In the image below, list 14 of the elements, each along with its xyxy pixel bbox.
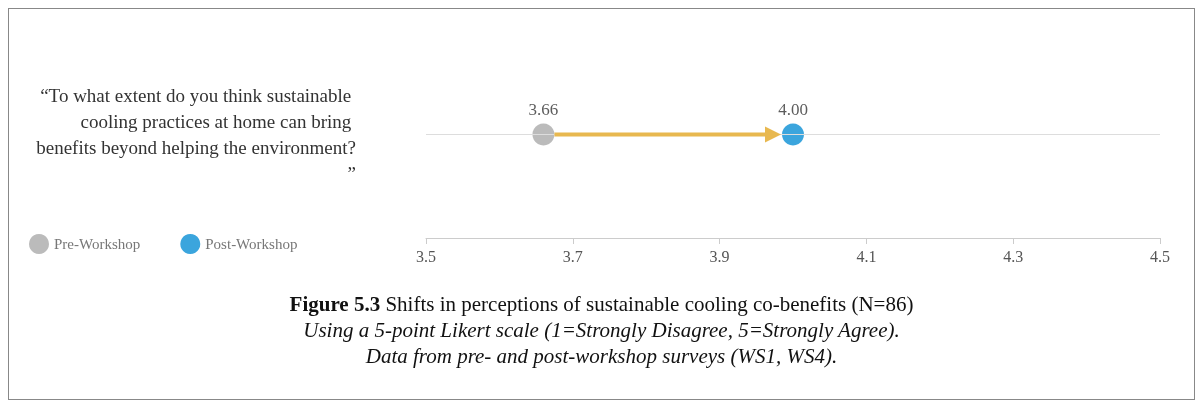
x-tick-label: 3.5 (416, 247, 436, 265)
text: Data from pre- and post-workshop surveys (WS1, WS4). (364, 343, 839, 369)
legend-label: Pre-Workshop (54, 236, 141, 252)
x-tick-label: 4.5 (1150, 247, 1170, 265)
x-tick-label: 4.3 (1003, 247, 1024, 265)
data-label: 4.00 (778, 99, 808, 119)
text: Using a 5-point Likert scale (1=Strongly Disagree, 5=Strongly Agree). (302, 317, 901, 343)
x-tick-label: 3.7 (562, 247, 583, 265)
y-tick-label: “To what extent do you think sustainable cooling practices at home can bring benefits beyond helping the environment?” (36, 85, 356, 184)
x-tick-label: 3.9 (709, 247, 730, 265)
x-tick-label: 4.1 (856, 247, 877, 265)
data-label: 3.66 (528, 99, 559, 119)
legend-label: Post-Workshop (205, 236, 298, 252)
text: Figure 5.3 Shifts in perceptions of sustainable cooling co-benefits (N=86) (288, 291, 915, 317)
